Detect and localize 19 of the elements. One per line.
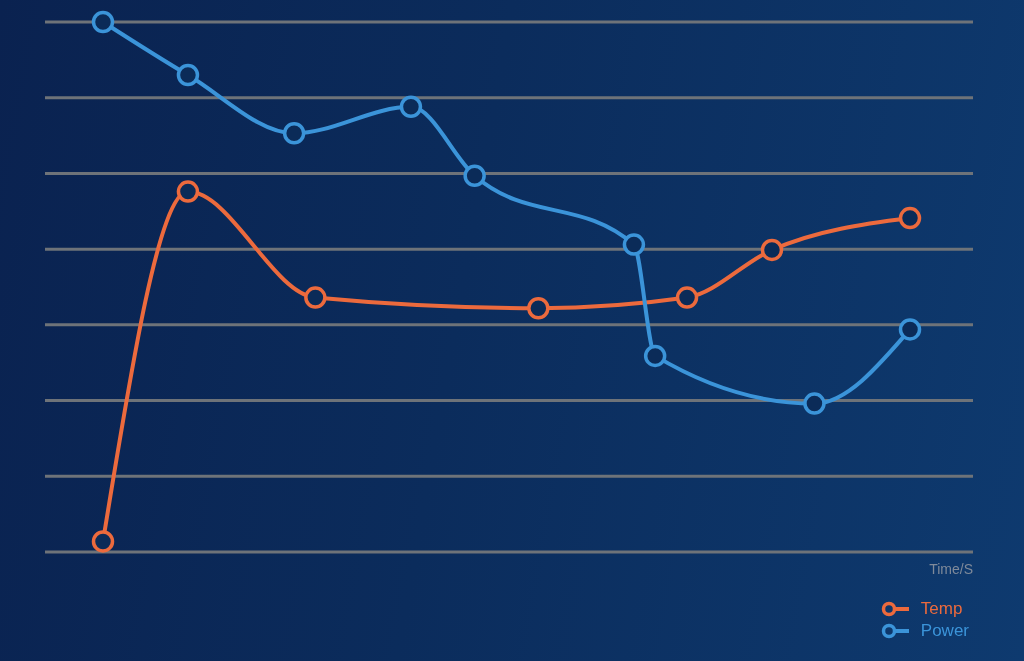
legend-label: Power — [920, 621, 969, 641]
point — [803, 392, 826, 415]
point — [527, 296, 550, 320]
point — [304, 286, 327, 309]
point — [91, 10, 115, 34]
point — [760, 238, 784, 262]
point — [675, 286, 699, 309]
point — [91, 530, 115, 553]
point — [463, 164, 486, 187]
point — [176, 180, 200, 203]
point — [622, 233, 646, 256]
point — [898, 206, 922, 230]
point — [643, 344, 667, 368]
point — [898, 318, 922, 341]
point — [399, 95, 423, 119]
legend-label: Temp — [920, 599, 963, 619]
x-axis-title: Time/S — [929, 561, 973, 577]
point — [282, 122, 306, 145]
point — [176, 63, 200, 87]
